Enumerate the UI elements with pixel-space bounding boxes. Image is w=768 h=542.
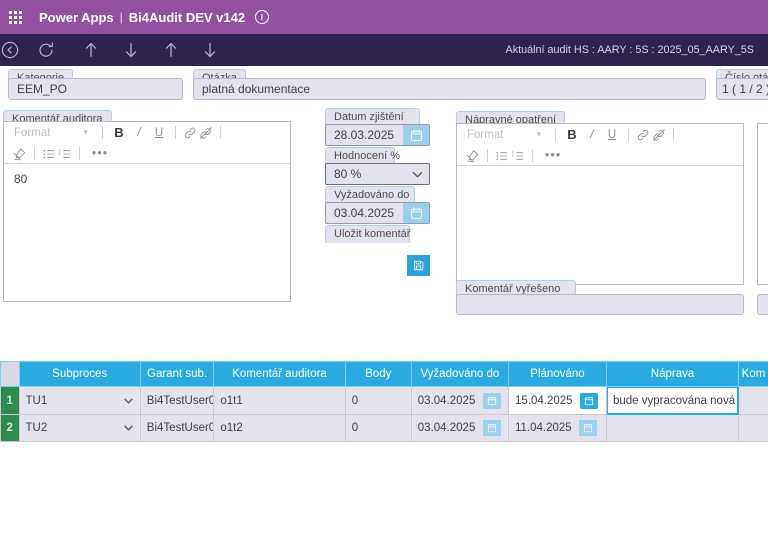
svg-text:2: 2 <box>512 153 514 157</box>
svg-text:2: 2 <box>59 151 61 155</box>
